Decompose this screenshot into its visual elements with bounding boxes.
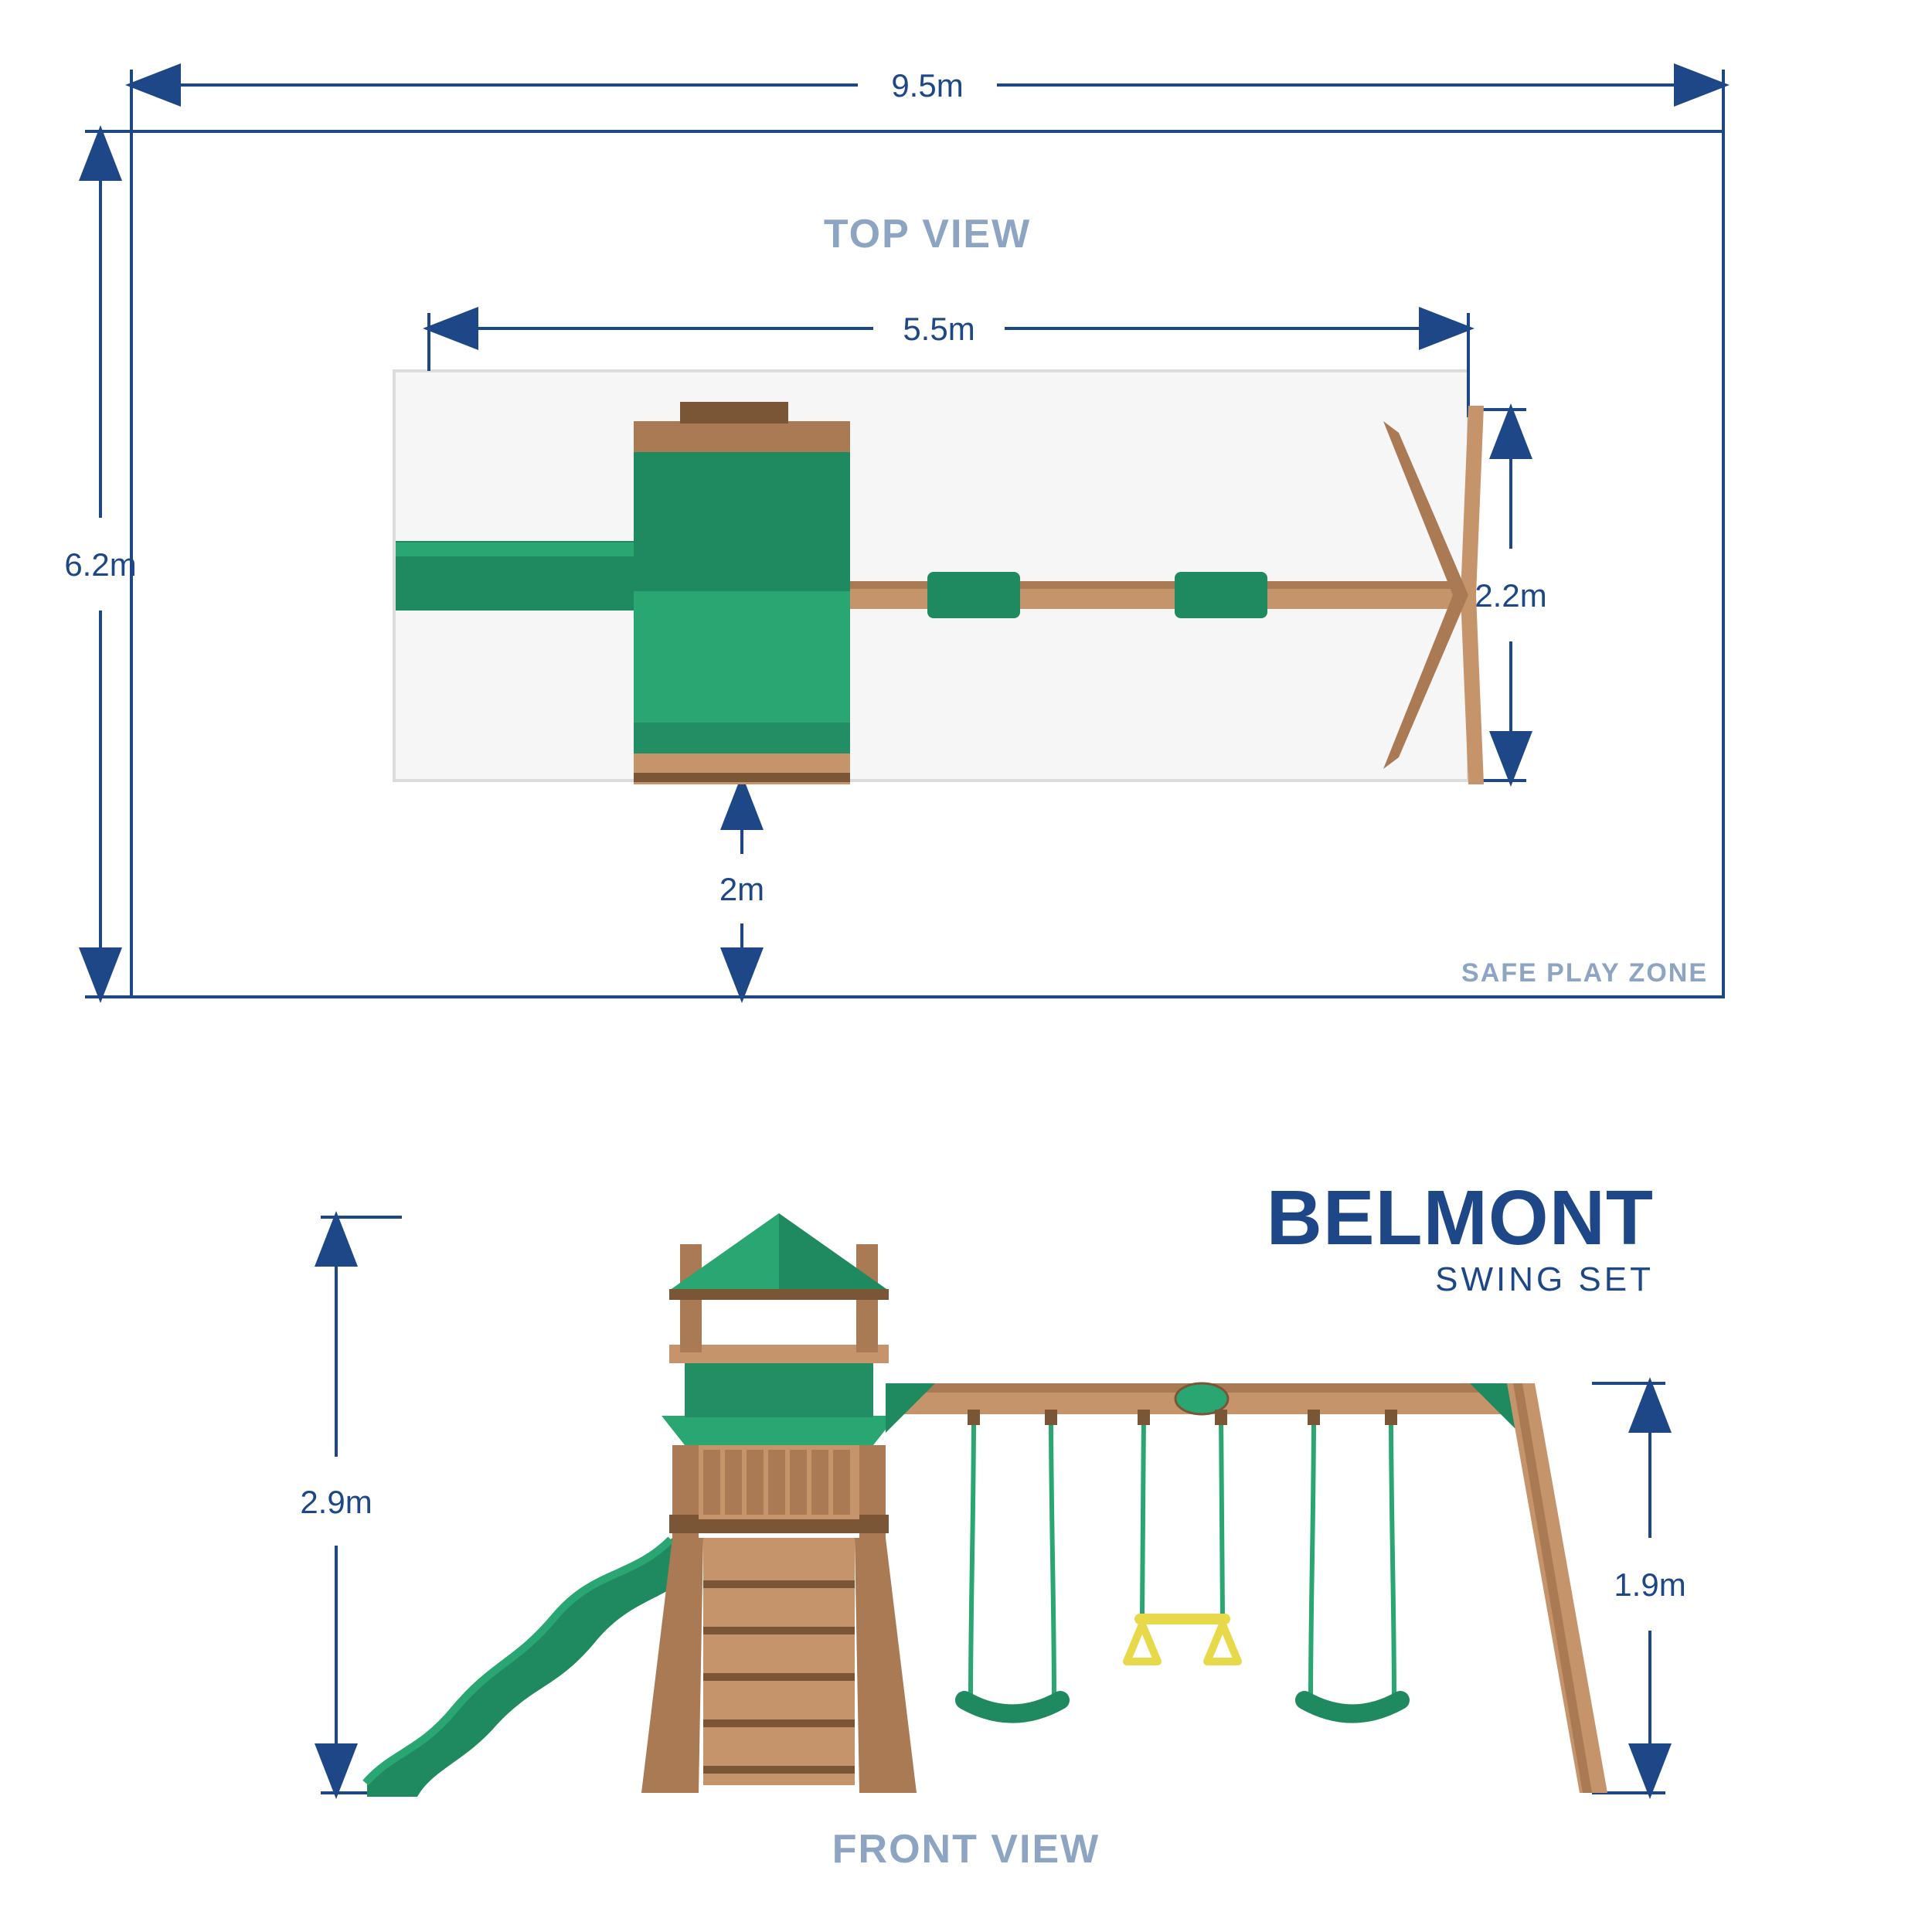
dim-setback-label: 2m [719,871,764,907]
product-title: BELMONT [1267,1175,1654,1261]
diagram-svg: 9.5m 6.2m TOP VIEW 5.5m 2.2m 2m SAFE PLA… [0,0,1932,1932]
dim-total-height: 2.9m [300,1217,402,1793]
dim-structure-depth-label: 2.2m [1475,577,1546,614]
dim-safe-width: 9.5m [131,67,1723,131]
front-view-label: FRONT VIEW [832,1827,1100,1872]
dim-safe-depth: 6.2m [64,131,136,997]
dim-safe-width-label: 9.5m [891,67,963,104]
product-subtitle: SWING SET [1435,1260,1654,1298]
dim-structure-width-label: 5.5m [903,311,975,347]
dim-setback: 2m [719,781,764,997]
dim-beam-height-label: 1.9m [1614,1566,1685,1603]
safe-play-zone-label: SAFE PLAY ZONE [1461,958,1708,988]
top-view-label: TOP VIEW [824,212,1031,257]
dim-safe-depth-label: 6.2m [64,546,136,583]
dim-beam-height: 1.9m [1592,1383,1686,1793]
frontview-playset [366,1213,1607,1797]
dim-total-height-label: 2.9m [300,1484,372,1520]
